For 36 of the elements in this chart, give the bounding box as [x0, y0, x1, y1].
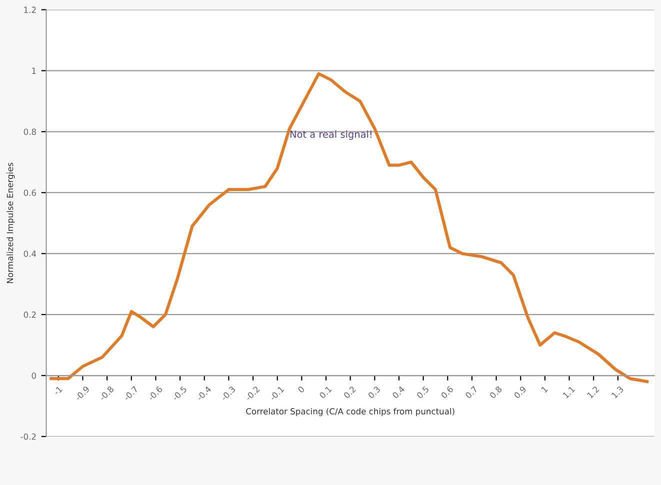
x-tick-label: -0.2 — [244, 386, 260, 402]
x-tick-label: 0.3 — [368, 386, 381, 399]
x-tick-label: 0.6 — [440, 386, 454, 399]
x-tick-label: 0.7 — [464, 386, 478, 399]
x-tick-label: -0.9 — [74, 386, 90, 402]
annotation: Not a real signal! — [290, 130, 372, 140]
x-tick-label: -0.4 — [196, 386, 212, 402]
y-tick-label: 0.8 — [24, 128, 36, 135]
x-tick-label: -0.7 — [123, 386, 138, 402]
x-axis-title: Correlator Spacing (C/A code chips from punctual) — [246, 408, 454, 416]
x-tick-label: 0.8 — [489, 386, 502, 399]
x-tick-label: 0.5 — [416, 386, 430, 399]
line-series — [50, 72, 649, 384]
x-tick-label: 1 — [541, 386, 548, 393]
x-tick-label: 1.2 — [586, 386, 600, 398]
y-tick-label: 0.6 — [24, 190, 36, 196]
x-tick-label: 0 — [297, 386, 305, 394]
x-tick-label: -0.6 — [148, 386, 163, 402]
x-tick-label: -0.1 — [269, 386, 284, 402]
x-tick-label: 1.1 — [562, 386, 576, 398]
y-tick-label: 0 — [32, 372, 36, 379]
x-tick-label: -1 — [53, 386, 62, 396]
x-tick-label: -0.5 — [172, 386, 187, 402]
y-axis-title: Normalized Impulse Energies — [6, 162, 15, 284]
y-tick-label: 1 — [32, 68, 36, 74]
y-tick-label: 0.4 — [24, 250, 36, 257]
y-tick-label: 0.2 — [24, 312, 36, 318]
x-tick-label: -0.8 — [98, 386, 114, 402]
y-tick-label: 1.2 — [24, 6, 36, 13]
x-tick-label: -0.3 — [220, 386, 236, 402]
x-tick-label: 0.1 — [318, 386, 332, 399]
x-tick-label: 1.3 — [611, 386, 624, 399]
y-tick-label: -0.2 — [20, 433, 36, 440]
x-tick-label: 0.4 — [392, 386, 406, 399]
x-tick-label: 0.9 — [514, 386, 527, 399]
x-tick-label: 0.2 — [343, 386, 356, 399]
